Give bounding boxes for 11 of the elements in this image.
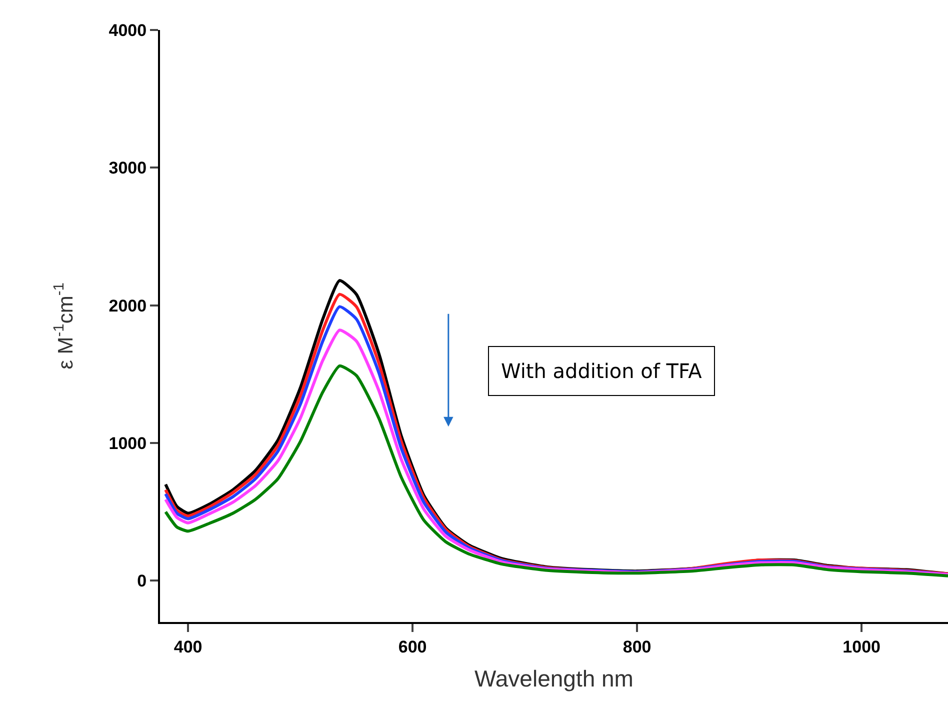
x-axis-title: Wavelength nm	[474, 666, 634, 692]
annotation: With addition of TFA	[501, 359, 702, 383]
x-tick-label: 800	[622, 637, 652, 656]
x-tick-label: 400	[174, 637, 202, 656]
y-tick-label: 0	[137, 572, 147, 591]
x-tick-label: 600	[398, 637, 427, 656]
y-tick-label: 4000	[108, 20, 147, 40]
x-tick-label: 1000	[842, 637, 880, 656]
y-tick-label: 2000	[108, 296, 147, 316]
y-tick-label: 1000	[108, 434, 147, 453]
y-tick-label: 3000	[108, 158, 147, 178]
